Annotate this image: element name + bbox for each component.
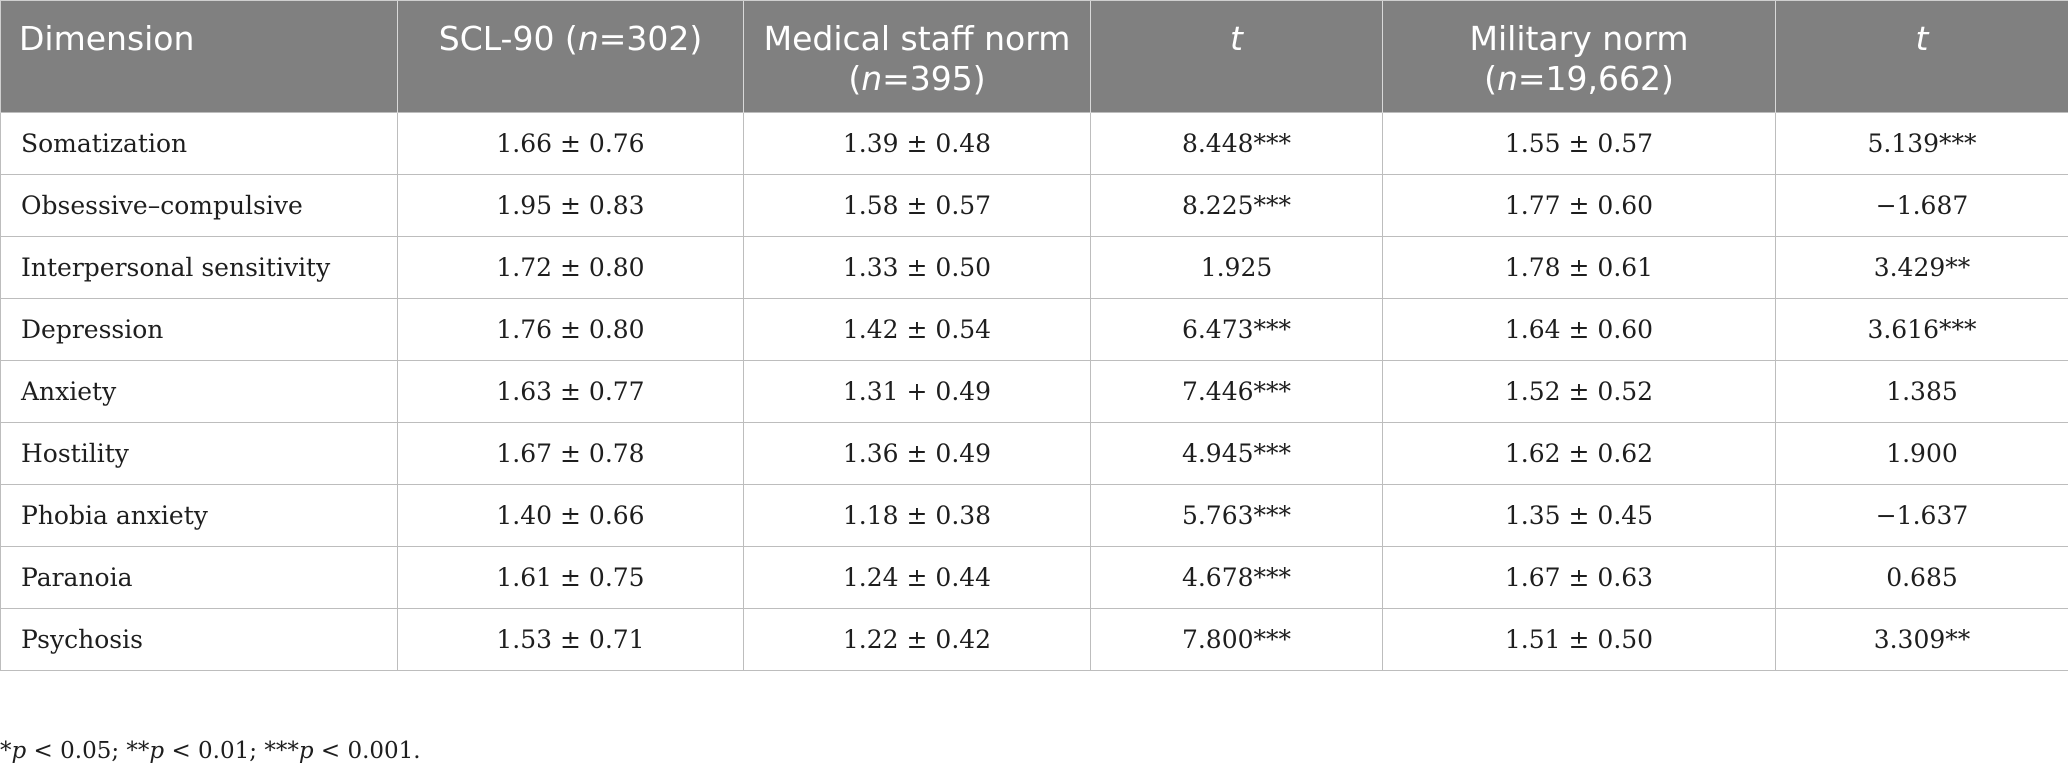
cell-dimension: Obsessive–compulsive (0, 174, 398, 237)
cell-t-medical: 6.473*** (1090, 298, 1383, 361)
table-row: Depression 1.76 ± 0.80 1.42 ± 0.54 6.473***… (0, 298, 2068, 361)
header-text: SCL-90 ( (438, 19, 578, 58)
cell-scl90: 1.95 ± 0.83 (397, 174, 744, 237)
cell-military-norm: 1.51 ± 0.50 (1382, 608, 1776, 671)
cell-t-medical: 8.448*** (1090, 112, 1383, 175)
cell-dimension: Phobia anxiety (0, 484, 398, 547)
table-row: Somatization 1.66 ± 0.76 1.39 ± 0.48 8.448*… (0, 112, 2068, 175)
cell-t-medical: 5.763*** (1090, 484, 1383, 547)
footnote-stars: *** (264, 738, 299, 764)
cell-military-norm: 1.77 ± 0.60 (1382, 174, 1776, 237)
footnote-threshold: < 0.01; (164, 738, 265, 764)
footnote-threshold: < 0.001. (313, 738, 421, 764)
scl90-comparison-table: Dimension SCL-90 (n=302) Medical staff n… (0, 0, 2068, 671)
header-italic-n: n (1496, 59, 1518, 98)
cell-military-norm: 1.35 ± 0.45 (1382, 484, 1776, 547)
cell-medical-staff-norm: 1.36 ± 0.49 (743, 422, 1091, 485)
header-scl90: SCL-90 (n=302) (397, 0, 744, 113)
footnote-threshold: < 0.05; (26, 738, 127, 764)
cell-scl90: 1.53 ± 0.71 (397, 608, 744, 671)
cell-dimension: Anxiety (0, 360, 398, 423)
cell-t-military: 3.309** (1775, 608, 2068, 671)
cell-military-norm: 1.64 ± 0.60 (1382, 298, 1776, 361)
cell-medical-staff-norm: 1.22 ± 0.42 (743, 608, 1091, 671)
cell-medical-staff-norm: 1.39 ± 0.48 (743, 112, 1091, 175)
header-italic-t: t (1915, 19, 1929, 58)
cell-t-military: 5.139*** (1775, 112, 2068, 175)
header-t-medical: t (1090, 0, 1383, 113)
cell-scl90: 1.61 ± 0.75 (397, 546, 744, 609)
cell-medical-staff-norm: 1.42 ± 0.54 (743, 298, 1091, 361)
cell-dimension: Interpersonal sensitivity (0, 236, 398, 299)
cell-medical-staff-norm: 1.33 ± 0.50 (743, 236, 1091, 299)
cell-scl90: 1.63 ± 0.77 (397, 360, 744, 423)
footnote-p: p (11, 738, 27, 764)
cell-medical-staff-norm: 1.31 + 0.49 (743, 360, 1091, 423)
cell-medical-staff-norm: 1.18 ± 0.38 (743, 484, 1091, 547)
cell-t-military: 0.685 (1775, 546, 2068, 609)
table-row: Phobia anxiety 1.40 ± 0.66 1.18 ± 0.38 5.76… (0, 484, 2068, 547)
table-row: Obsessive–compulsive 1.95 ± 0.83 1.58 ± 0.… (0, 174, 2068, 237)
header-medical-staff-norm: Medical staff norm (n=395) (743, 0, 1091, 113)
footnote-p: p (298, 738, 314, 764)
cell-scl90: 1.67 ± 0.78 (397, 422, 744, 485)
cell-military-norm: 1.78 ± 0.61 (1382, 236, 1776, 299)
cell-t-military: 3.616*** (1775, 298, 2068, 361)
table-header-row: Dimension SCL-90 (n=302) Medical staff n… (0, 0, 2068, 113)
footnote-p: p (149, 738, 165, 764)
cell-dimension: Somatization (0, 112, 398, 175)
cell-t-military: 3.429** (1775, 236, 2068, 299)
cell-scl90: 1.76 ± 0.80 (397, 298, 744, 361)
cell-medical-staff-norm: 1.24 ± 0.44 (743, 546, 1091, 609)
cell-military-norm: 1.52 ± 0.52 (1382, 360, 1776, 423)
table-row: Interpersonal sensitivity 1.72 ± 0.80 1.33… (0, 236, 2068, 299)
table-footnote: *p < 0.05; **p < 0.01; ***p < 0.001. (0, 738, 421, 764)
table-row: Anxiety 1.63 ± 0.77 1.31 + 0.49 7.446*** 1.5… (0, 360, 2068, 423)
cell-dimension: Depression (0, 298, 398, 361)
cell-t-military: 1.900 (1775, 422, 2068, 485)
footnote-stars: * (0, 738, 12, 764)
header-italic-n: n (861, 59, 883, 98)
header-text: Military norm ( (1469, 19, 1689, 98)
cell-dimension: Psychosis (0, 608, 398, 671)
cell-scl90: 1.72 ± 0.80 (397, 236, 744, 299)
cell-t-medical: 8.225*** (1090, 174, 1383, 237)
header-t-military: t (1775, 0, 2068, 113)
cell-dimension: Hostility (0, 422, 398, 485)
header-dimension: Dimension (0, 0, 398, 113)
table-row: Psychosis 1.53 ± 0.71 1.22 ± 0.42 7.800*** 1… (0, 608, 2068, 671)
header-italic-t: t (1230, 19, 1243, 58)
header-text: Dimension (19, 19, 195, 58)
cell-t-medical: 4.945*** (1090, 422, 1383, 485)
footnote-stars: ** (126, 738, 150, 764)
cell-t-medical: 4.678*** (1090, 546, 1383, 609)
cell-scl90: 1.40 ± 0.66 (397, 484, 744, 547)
header-text: Medical staff norm ( (763, 19, 1071, 98)
cell-t-medical: 7.800*** (1090, 608, 1383, 671)
header-text: =19,662) (1517, 59, 1674, 98)
cell-t-military: −1.637 (1775, 484, 2068, 547)
cell-scl90: 1.66 ± 0.76 (397, 112, 744, 175)
cell-medical-staff-norm: 1.58 ± 0.57 (743, 174, 1091, 237)
header-italic-n: n (577, 19, 599, 58)
cell-t-medical: 1.925 (1090, 236, 1383, 299)
cell-military-norm: 1.62 ± 0.62 (1382, 422, 1776, 485)
header-military-norm: Military norm (n=19,662) (1382, 0, 1776, 113)
cell-t-medical: 7.446*** (1090, 360, 1383, 423)
header-text: =395) (882, 59, 986, 98)
table-row: Paranoia 1.61 ± 0.75 1.24 ± 0.44 4.678*** 1.… (0, 546, 2068, 609)
cell-t-military: −1.687 (1775, 174, 2068, 237)
cell-military-norm: 1.55 ± 0.57 (1382, 112, 1776, 175)
cell-dimension: Paranoia (0, 546, 398, 609)
cell-military-norm: 1.67 ± 0.63 (1382, 546, 1776, 609)
table-row: Hostility 1.67 ± 0.78 1.36 ± 0.49 4.945*** 1… (0, 422, 2068, 485)
header-text: =302) (598, 19, 703, 58)
cell-t-military: 1.385 (1775, 360, 2068, 423)
